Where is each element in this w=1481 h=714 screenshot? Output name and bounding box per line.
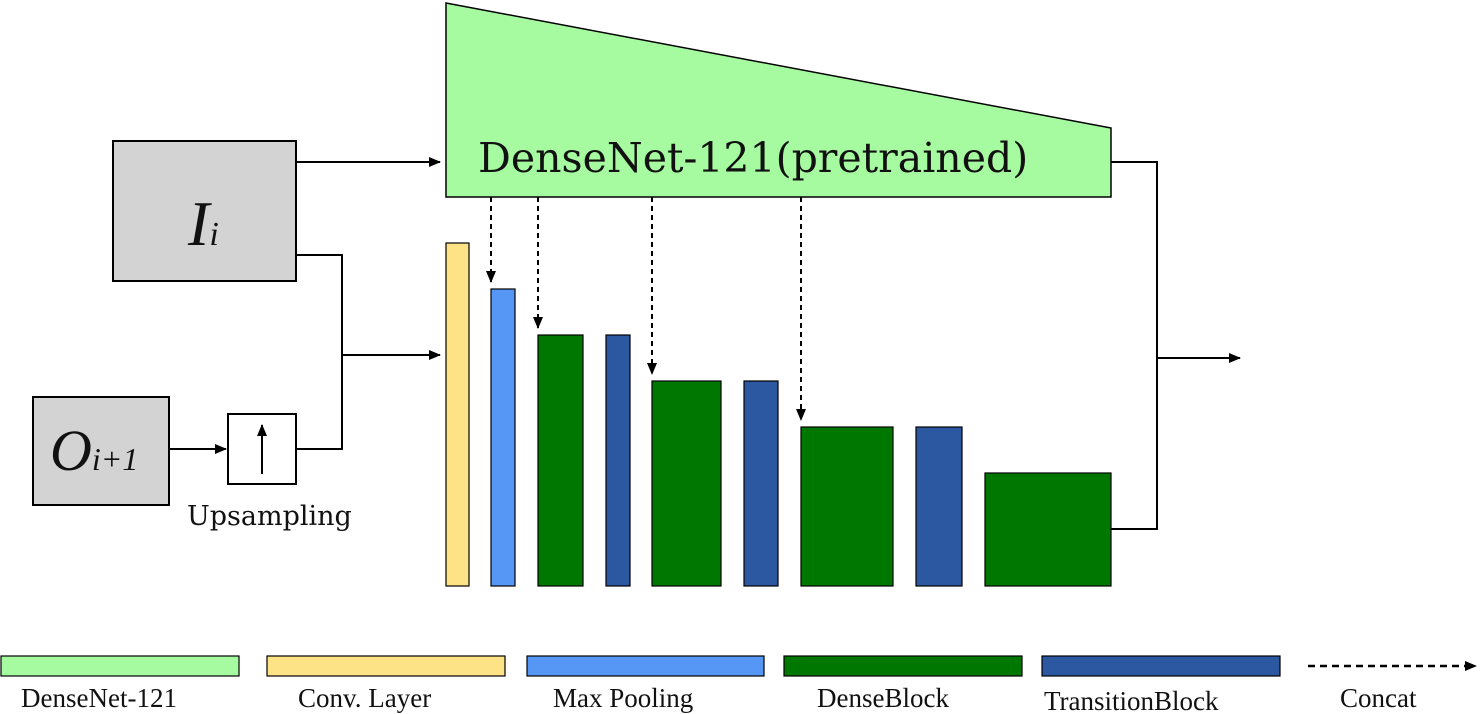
legend-swatch-conv	[266, 655, 506, 677]
dense-block-3	[800, 426, 894, 587]
input-o-box	[32, 396, 170, 506]
legend-label-transition: TransitionBlock	[1044, 686, 1219, 714]
connector-upsampling-to-merge	[296, 355, 343, 450]
densenet-label: DenseNet-121(pretrained)	[478, 134, 1028, 182]
dense-block-4	[984, 472, 1112, 587]
legend-label-densenet: DenseNet-121	[21, 683, 177, 713]
dense-block-2	[651, 380, 722, 587]
connector-dense4-to-output	[1111, 358, 1158, 530]
densenet-block	[445, 2, 1112, 198]
upsampling-label: Upsampling	[187, 501, 352, 532]
transition-block-2	[743, 380, 779, 587]
legend-label-denseblock: DenseBlock	[817, 683, 949, 713]
legend: DenseNet-121 Conv. Layer Max Pooling Den…	[0, 655, 1477, 714]
transition-block-3	[915, 426, 963, 587]
input-i-box	[112, 140, 297, 282]
legend-swatch-transition	[1041, 655, 1281, 677]
connector-densenet-to-output	[1111, 161, 1158, 358]
transition-block-1	[605, 334, 631, 587]
connector-i-to-merge	[296, 254, 343, 355]
legend-swatch-maxpool	[526, 655, 765, 677]
conv-layer	[445, 242, 470, 587]
max-pooling-layer	[490, 288, 516, 587]
legend-label-conv: Conv. Layer	[298, 683, 431, 713]
input-i-symbol: Ii	[187, 188, 219, 259]
legend-label-concat: Concat	[1340, 683, 1417, 713]
legend-swatch-denseblock	[783, 655, 1023, 677]
input-o-symbol: Oi+1	[50, 418, 138, 483]
dense-block-1	[537, 334, 584, 587]
legend-swatch-densenet	[0, 655, 240, 677]
legend-label-maxpool: Max Pooling	[553, 683, 693, 713]
